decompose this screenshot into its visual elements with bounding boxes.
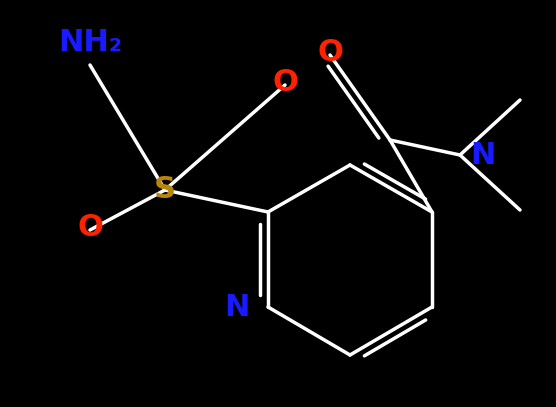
Text: O: O bbox=[77, 213, 103, 242]
Text: N: N bbox=[225, 293, 250, 322]
Text: NH₂: NH₂ bbox=[58, 28, 122, 57]
Text: O: O bbox=[317, 38, 343, 67]
Text: N: N bbox=[470, 140, 495, 169]
Text: S: S bbox=[154, 175, 176, 204]
Text: O: O bbox=[272, 68, 298, 97]
